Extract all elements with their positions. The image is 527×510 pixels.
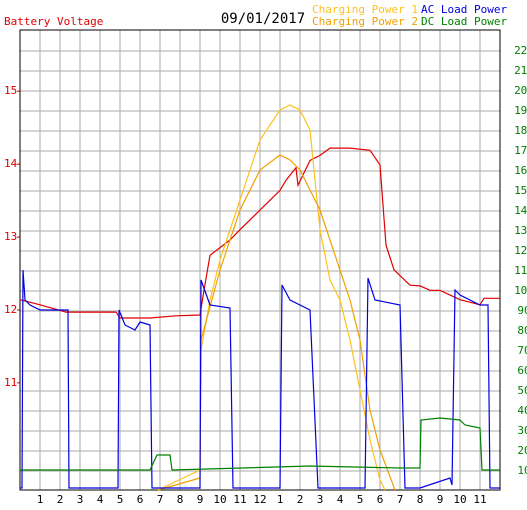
y-tick-label: 11 xyxy=(4,376,17,389)
x-tick-label: 7 xyxy=(397,493,404,506)
y2-tick-label: 130 xyxy=(514,224,527,237)
x-tick-label: 7 xyxy=(157,493,164,506)
x-tick-label: 11 xyxy=(473,493,486,506)
x-tick-label: 2 xyxy=(57,493,64,506)
x-tick-label: 1 xyxy=(37,493,44,506)
y2-tick-label: 140 xyxy=(514,204,527,217)
y2-tick-label: 120 xyxy=(514,244,527,257)
y2-tick-label: 190 xyxy=(514,104,527,117)
legend-label: AC Load Power xyxy=(421,3,507,16)
x-tick-label: 3 xyxy=(77,493,84,506)
y2-tick-label: 40 xyxy=(517,404,527,417)
x-tick-label: 11 xyxy=(233,493,246,506)
legend-label: Charging Power 2 xyxy=(312,15,418,28)
chart-title: 09/01/2017 xyxy=(221,11,305,27)
x-tick-label: 8 xyxy=(417,493,424,506)
x-tick-label: 2 xyxy=(297,493,304,506)
series-line xyxy=(19,147,500,319)
y2-tick-label: 60 xyxy=(517,364,527,377)
legend-label: Charging Power 1 xyxy=(312,3,418,16)
x-tick-label: 5 xyxy=(357,493,364,506)
y-axis-title: Battery Voltage xyxy=(4,15,103,28)
y2-tick-label: 200 xyxy=(514,84,527,97)
plot-frame xyxy=(19,29,501,491)
y2-tick-label: 30 xyxy=(517,424,527,437)
x-tick-label: 9 xyxy=(197,493,204,506)
x-tick-label: 3 xyxy=(317,493,324,506)
y2-tick-label: 170 xyxy=(514,144,527,157)
x-tick-label: 6 xyxy=(137,493,144,506)
y2-tick-label: 110 xyxy=(514,264,527,277)
x-tick-label: 8 xyxy=(177,493,184,506)
x-tick-label: 4 xyxy=(337,493,344,506)
y2-tick-label: 180 xyxy=(514,124,527,137)
x-tick-label: 10 xyxy=(453,493,466,506)
y2-tick-label: 10 xyxy=(517,464,527,477)
legend-label: DC Load Power xyxy=(421,15,507,28)
y2-tick-label: 80 xyxy=(517,324,527,337)
y-tick-label: 12 xyxy=(4,303,17,316)
y2-tick-label: 150 xyxy=(514,184,527,197)
x-tick-label: 10 xyxy=(213,493,226,506)
series-line xyxy=(157,104,386,491)
y2-tick-label: 100 xyxy=(514,284,527,297)
x-tick-label: 9 xyxy=(437,493,444,506)
y-tick-label: 14 xyxy=(4,157,18,170)
x-tick-label: 5 xyxy=(117,493,124,506)
y2-tick-label: 70 xyxy=(517,344,527,357)
series-line xyxy=(157,154,396,491)
y2-tick-label: 20 xyxy=(517,444,527,457)
y2-tick-label: 220 xyxy=(514,44,527,57)
x-tick-label: 1 xyxy=(277,493,284,506)
y-tick-label: 13 xyxy=(4,230,17,243)
y2-tick-label: 210 xyxy=(514,64,527,77)
series-line xyxy=(20,269,500,489)
x-tick-label: 6 xyxy=(377,493,384,506)
x-tick-label: 12 xyxy=(253,493,266,506)
series-line xyxy=(20,417,500,471)
x-tick-label: 4 xyxy=(97,493,104,506)
y2-tick-label: 90 xyxy=(517,304,527,317)
y2-tick-label: 50 xyxy=(517,384,527,397)
y-tick-label: 15 xyxy=(4,84,17,97)
y2-tick-label: 160 xyxy=(514,164,527,177)
